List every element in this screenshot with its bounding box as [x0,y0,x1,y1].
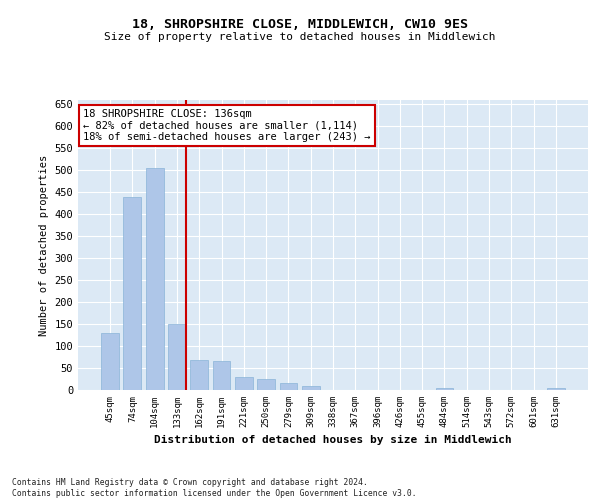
Bar [124,196,142,390]
Text: Contains HM Land Registry data © Crown copyright and database right 2024.
Contai: Contains HM Land Registry data © Crown c… [12,478,416,498]
Bar [257,379,275,390]
Bar [168,324,186,390]
Y-axis label: Number of detached properties: Number of detached properties [39,154,49,336]
Bar [547,388,565,390]
Bar [146,168,164,390]
Bar [235,377,253,390]
Text: 18 SHROPSHIRE CLOSE: 136sqm
← 82% of detached houses are smaller (1,114)
18% of : 18 SHROPSHIRE CLOSE: 136sqm ← 82% of det… [83,108,371,142]
Bar [436,388,454,390]
Bar [302,386,320,390]
Bar [280,384,298,390]
Text: Size of property relative to detached houses in Middlewich: Size of property relative to detached ho… [104,32,496,42]
X-axis label: Distribution of detached houses by size in Middlewich: Distribution of detached houses by size … [154,436,512,446]
Bar [101,333,119,390]
Bar [212,362,230,390]
Bar [190,360,208,390]
Text: 18, SHROPSHIRE CLOSE, MIDDLEWICH, CW10 9ES: 18, SHROPSHIRE CLOSE, MIDDLEWICH, CW10 9… [132,18,468,30]
